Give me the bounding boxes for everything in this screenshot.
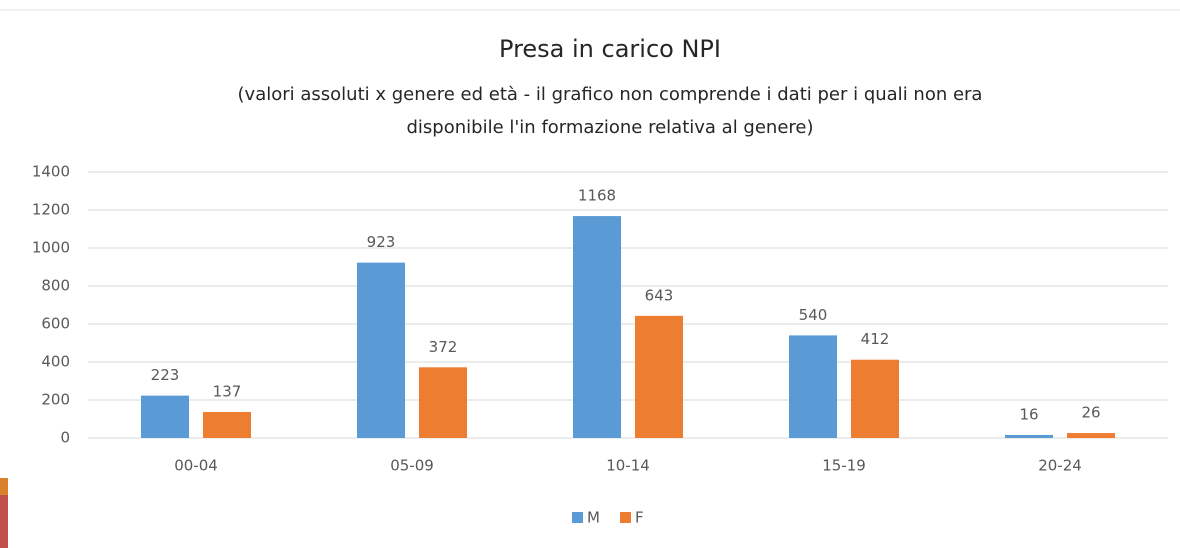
legend-label: F xyxy=(635,509,644,527)
data-label: 412 xyxy=(861,330,890,348)
data-label: 223 xyxy=(151,366,180,384)
bar xyxy=(357,262,405,438)
x-tick-label: 00-04 xyxy=(174,457,218,475)
bar xyxy=(573,216,621,438)
bar xyxy=(1005,434,1053,438)
bar xyxy=(419,367,467,438)
y-tick-label: 800 xyxy=(41,277,70,295)
legend-label: M xyxy=(587,509,600,527)
y-tick-label: 1000 xyxy=(32,239,70,257)
bar xyxy=(851,359,899,438)
x-tick-label: 05-09 xyxy=(390,457,434,475)
x-tick-label: 10-14 xyxy=(606,457,650,475)
x-tick-label: 20-24 xyxy=(1038,457,1082,475)
y-tick-label: 1200 xyxy=(32,201,70,219)
data-label: 16 xyxy=(1019,405,1038,423)
chart-subtitle: (valori assoluti x genere ed età - il gr… xyxy=(238,84,983,105)
legend-swatch xyxy=(620,512,631,523)
bar xyxy=(1067,433,1115,438)
bar xyxy=(203,411,251,438)
data-label: 372 xyxy=(429,338,458,356)
x-tick-label: 15-19 xyxy=(822,457,866,475)
data-label: 923 xyxy=(367,233,396,251)
y-tick-label: 0 xyxy=(60,429,70,447)
y-tick-label: 200 xyxy=(41,391,70,409)
data-label: 540 xyxy=(799,306,828,324)
chart-title: Presa in carico NPI xyxy=(499,35,721,63)
chart-subtitle: disponibile l'in formazione relativa al … xyxy=(406,117,813,138)
bar xyxy=(635,315,683,438)
data-label: 26 xyxy=(1081,404,1100,422)
bar xyxy=(789,335,837,438)
y-tick-label: 1400 xyxy=(32,163,70,181)
y-tick-label: 400 xyxy=(41,353,70,371)
slide-accent-dark xyxy=(0,495,8,548)
data-label: 1168 xyxy=(578,187,616,205)
bar xyxy=(141,395,189,438)
data-label: 137 xyxy=(213,382,242,400)
y-tick-label: 600 xyxy=(41,315,70,333)
legend-swatch xyxy=(572,512,583,523)
data-label: 643 xyxy=(645,286,674,304)
